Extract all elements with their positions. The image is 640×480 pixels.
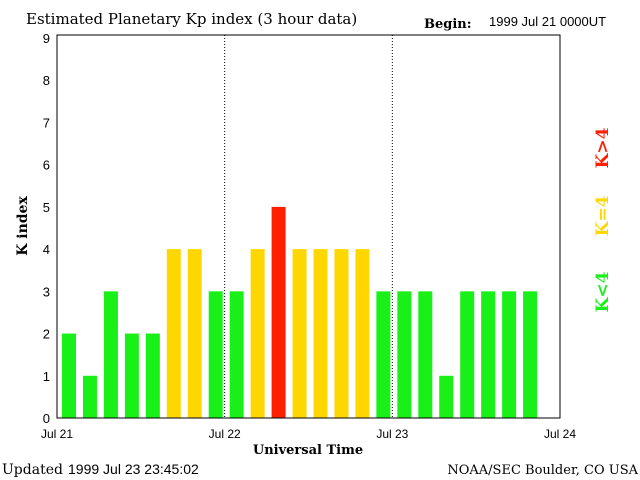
y-ticks: 0 1 2 3 4 5 6 7 8 9 bbox=[43, 31, 50, 426]
kp-bar bbox=[82, 375, 97, 418]
kp-bar bbox=[187, 249, 202, 418]
x-ticks: Jul 21 Jul 22 Jul 23 Jul 24 bbox=[41, 427, 576, 441]
y-tick-label: 7 bbox=[43, 115, 50, 130]
kp-bar bbox=[166, 249, 181, 418]
kp-bar bbox=[460, 291, 475, 418]
kp-bar bbox=[418, 291, 433, 418]
y-tick-label: 3 bbox=[43, 284, 50, 299]
y-tick-label: 4 bbox=[43, 242, 50, 257]
kp-bar bbox=[523, 291, 538, 418]
y-axis-label: K index bbox=[15, 196, 31, 256]
kp-bar bbox=[124, 333, 139, 418]
updated-label: Updated bbox=[2, 462, 63, 478]
kp-bar bbox=[355, 249, 370, 418]
kp-bar bbox=[229, 291, 244, 418]
kp-bar bbox=[103, 291, 118, 418]
y-tick-label: 9 bbox=[43, 31, 50, 46]
x-tick-label: Jul 21 bbox=[41, 427, 73, 441]
legend-k-eq-4: K=4 bbox=[593, 195, 613, 236]
updated-value: 1999 Jul 23 23:45:02 bbox=[68, 461, 199, 477]
y-tick-label: 5 bbox=[43, 200, 50, 215]
kp-bar bbox=[208, 291, 223, 418]
kp-bar bbox=[439, 375, 454, 418]
kp-bar bbox=[271, 206, 286, 418]
x-axis-label: Universal Time bbox=[253, 443, 363, 458]
y-tick-label: 0 bbox=[43, 411, 50, 426]
bars bbox=[62, 206, 538, 418]
kp-bar bbox=[313, 249, 328, 418]
x-tick-label: Jul 24 bbox=[544, 427, 576, 441]
kp-bar bbox=[292, 249, 307, 418]
kp-bar bbox=[502, 291, 517, 418]
legend-k-lt-4: K<4 bbox=[593, 271, 613, 312]
begin-label: Begin: bbox=[424, 17, 472, 32]
x-tick-label: Jul 23 bbox=[376, 427, 408, 441]
kp-bar bbox=[62, 333, 76, 418]
legend-k-gt-4: K>4 bbox=[593, 127, 613, 168]
y-tick-label: 8 bbox=[43, 73, 50, 88]
y-tick-label: 6 bbox=[43, 158, 50, 173]
kp-bar bbox=[145, 333, 160, 418]
x-tick-label: Jul 22 bbox=[209, 427, 241, 441]
chart-title: Estimated Planetary Kp index (3 hour dat… bbox=[26, 10, 357, 28]
y-tick-label: 1 bbox=[43, 369, 50, 384]
kp-bar bbox=[481, 291, 496, 418]
kp-bar bbox=[250, 249, 265, 418]
day-dividers bbox=[224, 35, 393, 418]
y-tick-label: 2 bbox=[43, 327, 50, 342]
kp-bar bbox=[376, 291, 391, 418]
plot-frame bbox=[56, 34, 561, 419]
kp-bar bbox=[397, 291, 412, 418]
source-credit: NOAA/SEC Boulder, CO USA bbox=[447, 463, 638, 478]
kp-bar bbox=[334, 249, 349, 418]
begin-value: 1999 Jul 21 0000UT bbox=[489, 14, 606, 29]
